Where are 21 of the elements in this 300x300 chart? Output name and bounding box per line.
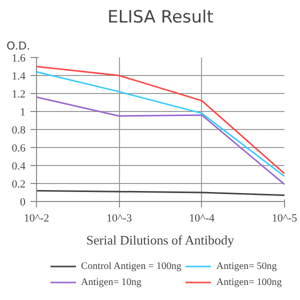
line-series bbox=[36, 96, 284, 186]
x-tick-label: 10^-3 bbox=[106, 212, 132, 224]
y-tick-label: 0.8 bbox=[12, 124, 26, 136]
x-tick-label: 10^-5 bbox=[272, 212, 298, 224]
legend-label: Antigen= 100ng bbox=[216, 276, 282, 288]
y-tick-label: 1.6 bbox=[12, 52, 26, 64]
y-tick-label: 1.4 bbox=[12, 70, 26, 82]
y-tick-label: 1.2 bbox=[12, 88, 26, 100]
y-tick-label: 1 bbox=[20, 106, 26, 118]
y-tick-label: 0.6 bbox=[12, 142, 26, 154]
x-axis-title: Serial Dilutions of Antibody bbox=[86, 232, 234, 248]
y-tick-label: 0.2 bbox=[12, 178, 26, 190]
y-axis-title: O.D. bbox=[6, 40, 30, 52]
legend-label: Antigen= 50ng bbox=[216, 260, 277, 272]
x-tick-label: 10^-4 bbox=[189, 212, 215, 224]
legend-label: Antigen= 10ng bbox=[81, 276, 142, 288]
chart-title: ELISA Result bbox=[108, 8, 214, 28]
x-tick-label: 10^-2 bbox=[24, 212, 50, 224]
y-tick-label: 0 bbox=[20, 196, 26, 208]
y-tick-label: 0.4 bbox=[12, 160, 26, 172]
legend-label: Control Antigen = 100ng bbox=[81, 260, 182, 272]
